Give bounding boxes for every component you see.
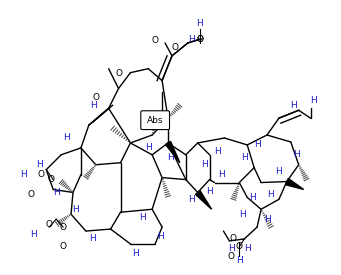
- Text: H: H: [268, 190, 275, 199]
- Text: H: H: [310, 96, 317, 105]
- Text: H: H: [36, 160, 43, 169]
- Text: O: O: [38, 170, 45, 179]
- Text: H: H: [293, 150, 300, 159]
- Text: H: H: [291, 101, 297, 110]
- Text: H: H: [264, 215, 270, 224]
- Text: H: H: [236, 256, 243, 265]
- Text: O: O: [48, 175, 55, 184]
- Text: H: H: [132, 249, 139, 258]
- Text: O: O: [236, 242, 243, 251]
- Text: H: H: [167, 153, 173, 162]
- Text: H: H: [53, 188, 60, 197]
- FancyBboxPatch shape: [141, 111, 169, 130]
- Text: H: H: [30, 230, 37, 238]
- Text: O: O: [230, 235, 237, 243]
- Text: H: H: [90, 101, 97, 110]
- Polygon shape: [285, 178, 303, 189]
- Text: H: H: [276, 167, 282, 176]
- Text: H: H: [89, 235, 96, 243]
- Text: H: H: [73, 205, 79, 214]
- Text: O: O: [196, 34, 203, 43]
- Text: O: O: [60, 242, 66, 251]
- Text: Abs: Abs: [147, 116, 163, 125]
- Text: H: H: [196, 19, 203, 28]
- Text: H: H: [157, 232, 163, 241]
- Polygon shape: [195, 191, 211, 209]
- Text: H: H: [254, 141, 261, 149]
- Text: H: H: [241, 153, 248, 162]
- Text: O: O: [172, 43, 178, 53]
- Text: H: H: [201, 160, 208, 169]
- Text: O: O: [228, 252, 235, 261]
- Text: O: O: [60, 222, 66, 232]
- Text: H: H: [228, 244, 235, 253]
- Text: O: O: [152, 37, 159, 45]
- Text: O: O: [28, 190, 35, 199]
- Text: H: H: [249, 193, 255, 202]
- Text: H: H: [189, 195, 195, 204]
- Text: H: H: [218, 170, 225, 179]
- Text: H: H: [244, 244, 251, 253]
- Text: H: H: [145, 143, 152, 152]
- Text: H: H: [239, 210, 246, 219]
- Text: O: O: [92, 93, 99, 102]
- Text: O: O: [196, 34, 203, 43]
- Text: H: H: [63, 133, 70, 142]
- Text: O: O: [46, 220, 53, 229]
- Text: H: H: [206, 187, 213, 196]
- Text: O: O: [115, 69, 122, 78]
- Text: H: H: [139, 213, 146, 222]
- Text: H: H: [20, 170, 27, 179]
- Polygon shape: [165, 141, 180, 163]
- Text: H: H: [214, 147, 221, 156]
- Text: H: H: [189, 34, 195, 43]
